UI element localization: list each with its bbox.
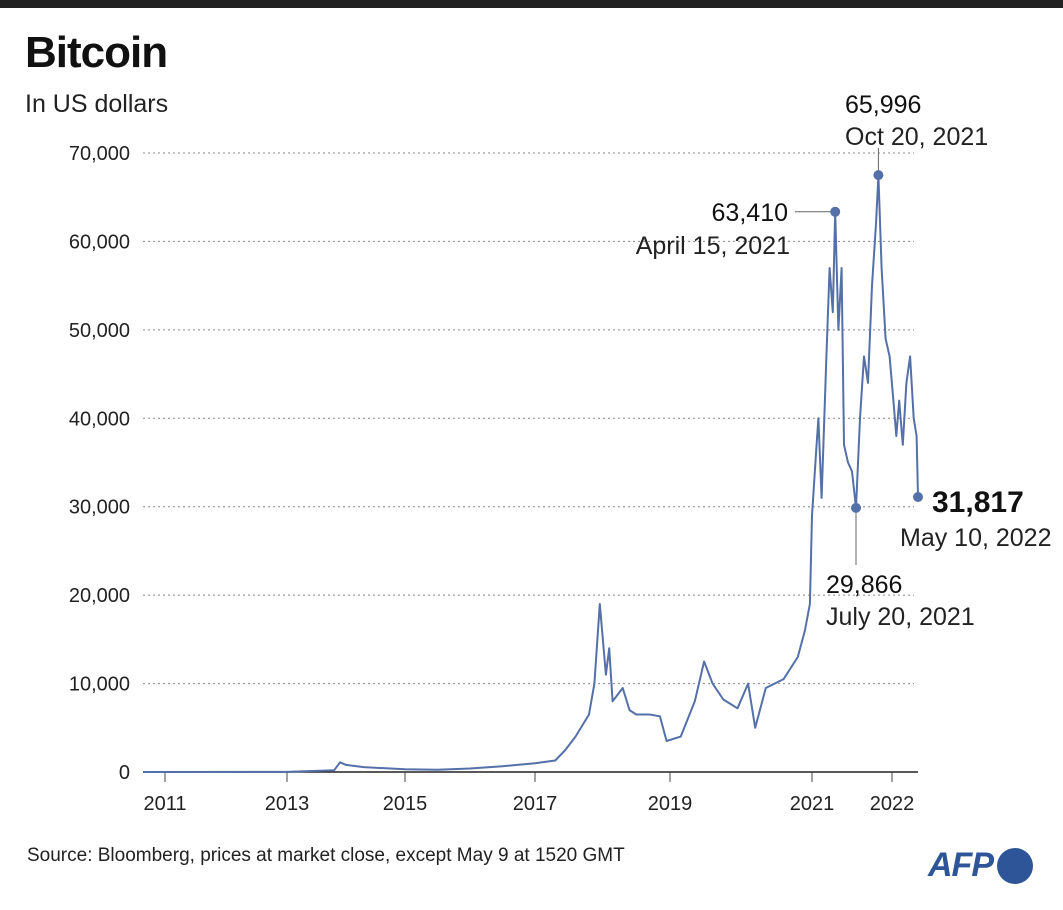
y-tick-label: 0 xyxy=(119,762,130,784)
x-tick-label: 2011 xyxy=(143,793,186,815)
peak-apr-marker xyxy=(830,206,841,217)
annotation-date: Oct 20, 2021 xyxy=(845,123,988,151)
price-line xyxy=(142,174,919,773)
chart-title: Bitcoin xyxy=(25,28,168,77)
annotation-date: May 10, 2022 xyxy=(900,524,1052,552)
annotation-date: April 15, 2021 xyxy=(636,232,790,260)
x-tick-label: 2013 xyxy=(265,793,310,815)
x-tick-label: 2017 xyxy=(513,793,558,815)
y-tick-label: 20,000 xyxy=(69,585,130,607)
source-note: Source: Bloomberg, prices at market clos… xyxy=(27,845,625,866)
afp-logo-dot xyxy=(997,847,1033,884)
latest-marker xyxy=(913,491,923,502)
x-tick-label: 2019 xyxy=(648,793,693,815)
y-tick-label: 50,000 xyxy=(69,320,130,342)
y-tick-label: 10,000 xyxy=(69,674,130,696)
annotation-value: 29,866 xyxy=(826,571,902,599)
peak-oct-marker xyxy=(873,170,884,181)
top-bar xyxy=(0,0,1063,8)
y-tick-label: 70,000 xyxy=(69,143,130,165)
y-tick-label: 30,000 xyxy=(69,497,130,519)
x-tick-label: 2015 xyxy=(383,793,428,815)
x-tick-label: 2022 xyxy=(870,793,915,815)
low-jul-marker xyxy=(851,502,861,513)
annotation-value: 65,996 xyxy=(845,91,921,119)
afp-logo-text: AFP xyxy=(928,846,994,884)
y-tick-label: 60,000 xyxy=(69,231,130,253)
annotation-value: 31,817 xyxy=(932,486,1024,519)
x-tick-label: 2021 xyxy=(790,793,835,815)
y-tick-label: 40,000 xyxy=(69,408,130,430)
annotation-value: 63,410 xyxy=(712,199,788,227)
chart-subtitle: In US dollars xyxy=(25,90,169,118)
afp-logo: AFP xyxy=(928,846,1033,885)
annotation-date: July 20, 2021 xyxy=(826,603,975,631)
